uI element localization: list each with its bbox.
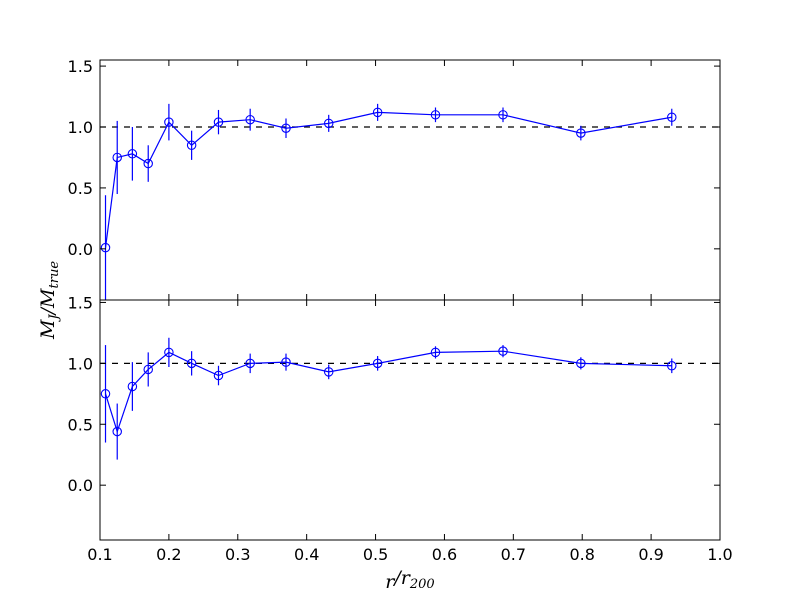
data-point: [576, 128, 586, 138]
data-point: [323, 118, 334, 129]
top-panel: 0.0 0.5 1.0 1.5: [68, 57, 721, 301]
data-point: [430, 347, 441, 358]
data-point: [143, 364, 153, 375]
x-tick-label: 0.4: [294, 545, 319, 564]
data-point: [323, 367, 334, 377]
data-point: [372, 358, 383, 369]
y-tick-label: 0.0: [68, 476, 93, 495]
data-point: [100, 242, 111, 253]
data-point: [430, 110, 441, 120]
y-tick-label: 0.5: [68, 179, 93, 198]
bottom-panel: 0.0 0.5 1.0 1.5 0.1 0.2 0.3 0.4 0.5 0.6 0.7 0.8 0.9 1…: [68, 293, 733, 564]
plot-area: [100, 337, 720, 460]
data-point: [143, 158, 153, 169]
y-tick-label: 0.5: [68, 415, 93, 434]
data-point: [112, 152, 122, 163]
x-tick-label: 0.3: [225, 545, 250, 564]
x-tick-label: 0.7: [501, 545, 526, 564]
data-point: [667, 361, 677, 371]
y-tick-label: 1.5: [68, 57, 93, 76]
data-point: [281, 357, 291, 367]
data-point: [100, 389, 111, 399]
x-axis-label: r/r200: [385, 567, 434, 593]
y-tick-label: 1.0: [68, 118, 93, 137]
data-point: [245, 358, 255, 369]
data-point: [213, 370, 224, 381]
data-point: [498, 110, 508, 120]
data-point: [164, 117, 174, 127]
data-point: [186, 358, 197, 369]
y-axis-label: MJ/Mtrue: [37, 261, 62, 340]
y-tick-label: 1.5: [68, 293, 93, 312]
data-point: [576, 358, 586, 369]
data-point: [372, 107, 383, 118]
data-point: [213, 117, 224, 127]
x-tick-label: 0.5: [363, 545, 388, 564]
data-point: [112, 426, 122, 437]
data-point: [186, 140, 197, 151]
data-point: [498, 346, 508, 356]
x-tick-label: 1.0: [707, 545, 732, 564]
x-tick-label: 0.2: [156, 545, 181, 564]
y-tick-label: 0.0: [68, 240, 93, 259]
plot-area: [100, 103, 720, 300]
data-point: [245, 114, 255, 125]
y-tick-label: 1.0: [68, 354, 93, 373]
x-tick-label: 0.6: [432, 545, 457, 564]
x-tick-label: 0.9: [638, 545, 663, 564]
data-point: [164, 347, 174, 358]
x-tick-label: 0.8: [569, 545, 594, 564]
panel-frame: [99, 299, 721, 541]
data-point: [127, 381, 138, 392]
data-point: [281, 123, 291, 133]
data-point: [127, 149, 138, 159]
x-tick-label: 0.1: [87, 545, 112, 564]
data-point: [667, 112, 677, 123]
